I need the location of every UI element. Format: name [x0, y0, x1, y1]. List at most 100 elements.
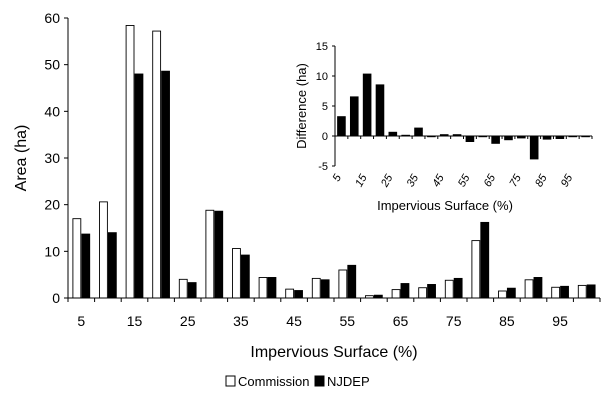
- x-tick-label: 5: [77, 313, 85, 329]
- bar-commission-75: [444, 279, 454, 299]
- x-tick-label: 95: [552, 313, 568, 329]
- inset-bar-55: [465, 136, 475, 142]
- inset-x-axis-title: Impervious Surface (%): [377, 198, 513, 213]
- inset-x-tick-label: 85: [533, 172, 550, 189]
- inset-bar-30: [401, 134, 410, 136]
- inset-y-axis-title: Difference (ha): [294, 63, 309, 149]
- y-tick-label: 10: [44, 243, 60, 259]
- y-tick-label: 20: [44, 197, 60, 213]
- bar-commission-45: [285, 288, 295, 299]
- bar-njdep-100: [586, 284, 596, 299]
- x-tick-label: 45: [286, 313, 302, 329]
- legend-label-commission: Commission: [238, 374, 310, 389]
- bar-njdep-5: [81, 233, 91, 299]
- bar-njdep-45: [294, 290, 303, 299]
- x-tick-label: 55: [340, 313, 356, 329]
- inset-bar-35: [414, 127, 423, 136]
- bar-njdep-95: [560, 285, 569, 299]
- bar-commission-10: [99, 201, 108, 299]
- bar-njdep-55: [347, 264, 357, 299]
- inset-y-tick-label: -5: [318, 161, 328, 173]
- bar-njdep-80: [480, 221, 490, 299]
- bar-commission-55: [338, 269, 348, 299]
- inset-bar-80: [529, 136, 539, 160]
- inset-x-tick-label: 75: [507, 172, 524, 189]
- bar-commission-5: [72, 218, 82, 299]
- bar-commission-65: [391, 289, 401, 299]
- y-tick-label: 0: [52, 290, 60, 306]
- inset-x-tick-label: 15: [353, 172, 370, 189]
- bar-commission-70: [418, 287, 428, 299]
- y-tick-label: 30: [44, 150, 60, 166]
- bar-njdep-40: [267, 277, 277, 299]
- plot-area: [68, 18, 600, 298]
- inset-bar-75: [517, 136, 526, 139]
- bar-njdep-85: [506, 287, 516, 299]
- x-axis-title: Impervious Surface (%): [250, 344, 417, 361]
- legend-swatch-njdep: [314, 375, 325, 387]
- inset-bar-85: [542, 136, 552, 140]
- bar-commission-95: [551, 286, 561, 299]
- inset-x-tick-label: 95: [559, 172, 576, 189]
- bar-njdep-25: [187, 282, 197, 299]
- inset-bar-60: [478, 136, 488, 138]
- inset-y-tick-label: 10: [316, 71, 328, 83]
- x-tick-label: 25: [180, 313, 196, 329]
- bar-commission-25: [178, 278, 188, 299]
- inset-bar-10: [349, 96, 359, 136]
- bar-njdep-35: [240, 254, 250, 299]
- x-tick-label: 35: [233, 313, 249, 329]
- inset-bar-65: [491, 136, 500, 144]
- x-tick-label: 85: [499, 313, 515, 329]
- bar-njdep-30: [214, 210, 224, 299]
- inset-x-tick-label: 35: [405, 172, 422, 189]
- bar-commission-50: [311, 277, 321, 299]
- bar-commission-30: [205, 209, 215, 299]
- inset-x-tick-label: 65: [482, 172, 499, 189]
- inset-bar-100: [581, 136, 590, 138]
- inset-x-tick-label: 5: [331, 172, 345, 184]
- inset-y-tick-label: 5: [322, 101, 328, 113]
- inset-x-tick-label: 25: [378, 172, 395, 190]
- bar-commission-80: [471, 240, 481, 299]
- y-tick-label: 60: [44, 10, 60, 26]
- bar-njdep-20: [161, 70, 170, 299]
- inset-x-tick-label: 45: [430, 172, 447, 189]
- y-tick-label: 50: [44, 57, 60, 73]
- inset-bar-20: [375, 84, 385, 136]
- bar-commission-35: [232, 248, 241, 299]
- bar-njdep-15: [134, 73, 144, 299]
- bar-commission-20: [152, 30, 162, 299]
- inset-bar-15: [362, 73, 372, 136]
- y-axis-title: Area (ha): [13, 125, 30, 192]
- bar-commission-90: [524, 279, 534, 299]
- bar-njdep-90: [533, 277, 543, 299]
- inset-bar-40: [427, 136, 436, 138]
- bar-njdep-65: [400, 283, 410, 299]
- bar-njdep-50: [320, 279, 330, 299]
- inset-bar-70: [504, 136, 513, 141]
- bar-commission-100: [577, 284, 587, 299]
- legend-label-njdep: NJDEP: [327, 374, 370, 389]
- inset-bar-90: [555, 136, 565, 139]
- bar-njdep-10: [107, 232, 117, 299]
- bar-commission-40: [258, 277, 268, 299]
- x-tick-label: 15: [127, 313, 143, 329]
- bar-commission-15: [125, 25, 135, 299]
- inset-bar-95: [568, 136, 578, 138]
- inset-bar-50: [452, 134, 462, 136]
- legend-swatch-commission: [225, 375, 236, 387]
- x-tick-label: 75: [446, 313, 462, 329]
- inset-bar-45: [439, 134, 449, 136]
- inset-bar-5: [337, 116, 346, 136]
- bar-njdep-75: [453, 277, 463, 299]
- bar-commission-85: [498, 290, 507, 299]
- y-tick-label: 40: [44, 103, 60, 119]
- x-tick-label: 65: [393, 313, 409, 329]
- inset-y-tick-label: 15: [316, 41, 328, 53]
- inset-bar-25: [388, 131, 398, 136]
- inset-y-tick-label: 0: [322, 131, 328, 143]
- bar-njdep-70: [427, 284, 436, 299]
